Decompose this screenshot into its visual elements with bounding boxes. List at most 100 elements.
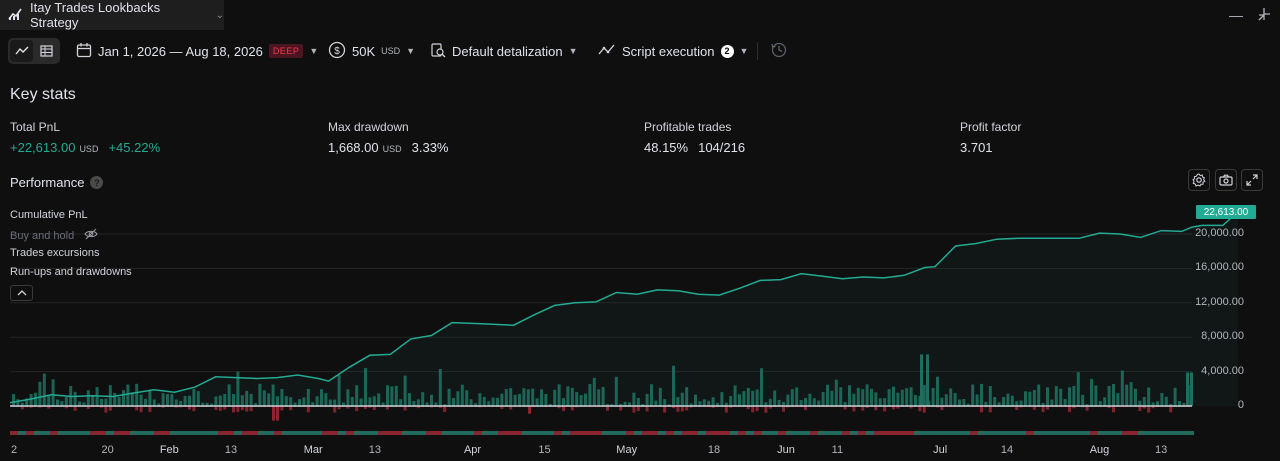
strategy-title-dropdown[interactable]: Itay Trades Lookbacks Strategy ⌄ <box>0 0 224 30</box>
trade-strip-segment <box>1002 431 1010 435</box>
excursion-bar-up <box>1072 385 1076 406</box>
replay-button[interactable] <box>770 40 788 62</box>
excursion-bar-up <box>205 402 209 406</box>
chevron-down-icon: ⌄ <box>215 9 224 21</box>
excursion-bar-up <box>614 376 618 406</box>
excursion-bar-up <box>522 388 526 406</box>
excursion-bar-up <box>482 397 486 406</box>
excursion-bar-down <box>306 406 310 413</box>
stat-profitable-trades: Profitable trades 48.15% 104/216 <box>644 120 745 155</box>
dollar-icon: $ <box>328 41 346 62</box>
trade-strip-segment <box>762 431 770 435</box>
excursion-bar-up <box>240 395 244 406</box>
excursion-bar-up <box>936 376 939 406</box>
trade-strip-segment <box>626 431 634 435</box>
trade-strip-segment <box>866 431 874 435</box>
excursion-bar-up <box>271 384 275 406</box>
excursion-bar-up <box>1037 384 1041 406</box>
excursion-bar-up <box>645 393 649 406</box>
excursion-bar-up <box>25 398 29 406</box>
excursion-bar-down <box>1041 406 1045 413</box>
excursion-bar-up <box>152 399 156 406</box>
excursion-bar-down <box>751 406 755 413</box>
excursion-bar-down <box>73 406 77 411</box>
excursion-bar-up <box>984 401 988 406</box>
minimize-button[interactable]: — <box>1224 0 1248 30</box>
excursion-bar-up <box>1147 387 1151 406</box>
excursion-bar-up <box>663 399 667 406</box>
fullscreen-button[interactable] <box>1241 169 1263 191</box>
trade-strip-segment <box>58 431 66 435</box>
excursion-bar-down <box>245 406 249 412</box>
performance-chart[interactable] <box>0 195 1280 450</box>
trade-strip-segment <box>146 431 154 435</box>
excursion-bar-up <box>412 401 416 406</box>
trade-strip-segment <box>82 431 90 435</box>
trade-strip-segment <box>194 431 202 435</box>
excursion-bar-down <box>232 406 235 413</box>
stat-percent: 3.33% <box>411 140 449 155</box>
script-execution-selector[interactable]: Script execution 2 ▼ <box>598 40 748 62</box>
excursion-bar-down <box>883 406 887 412</box>
trade-strip-segment <box>786 431 794 435</box>
trade-strip-segment <box>826 431 834 435</box>
excursion-bar-up <box>650 384 653 406</box>
legend-trades-excursions[interactable]: Trades excursions <box>10 247 100 259</box>
capital-unit: USD <box>381 46 401 56</box>
restore-button[interactable] <box>1252 0 1276 30</box>
trade-strip-segment <box>170 431 178 435</box>
date-range-picker[interactable]: Jan 1, 2026 — Aug 18, 2026 DEEP ▼ <box>76 40 318 62</box>
trade-strip-segment <box>954 431 962 435</box>
capital-value: 50K <box>352 43 376 59</box>
excursion-bar-down <box>47 406 51 409</box>
excursion-bar-up <box>34 392 37 406</box>
excursion-bar-up <box>716 402 719 406</box>
excursion-bar-up <box>940 397 944 406</box>
excursion-bar-up <box>971 384 975 406</box>
y-tick-label: 4,000.00 <box>1201 364 1244 377</box>
excursion-bar-down <box>724 406 728 413</box>
eye-off-icon[interactable] <box>84 228 98 243</box>
excursion-bar-up <box>82 402 86 406</box>
chart-settings-button[interactable] <box>1188 169 1210 191</box>
excursion-bar-down <box>249 406 253 412</box>
excursion-bar-up <box>892 386 895 406</box>
table-view-button[interactable] <box>35 40 58 62</box>
trade-strip-segment <box>362 431 370 435</box>
excursion-bar-up <box>311 402 315 406</box>
excursion-bar-up <box>597 389 601 406</box>
excursion-bar-down <box>1072 406 1076 409</box>
trade-strip-segment <box>330 431 338 435</box>
trade-strip-segment <box>850 431 858 435</box>
trade-strip-segment <box>714 431 722 435</box>
chart-view-button[interactable] <box>10 40 33 62</box>
excursion-bar-down <box>236 406 240 412</box>
screenshot-button[interactable] <box>1215 169 1237 191</box>
trade-strip-segment <box>338 431 346 435</box>
excursion-bar-down <box>676 406 680 412</box>
stat-unit: USD <box>382 144 402 154</box>
legend-buy-and-hold[interactable]: Buy and hold <box>10 228 98 243</box>
excursion-bar-up <box>425 402 429 406</box>
help-icon[interactable]: ? <box>90 176 104 189</box>
x-tick-label: 11 <box>831 444 844 456</box>
trade-strip-segment <box>682 431 690 435</box>
trade-strip-segment <box>178 431 186 435</box>
line-chart-icon <box>14 46 28 55</box>
trade-strip-segment <box>1178 431 1186 435</box>
excursion-bar-up <box>584 393 587 406</box>
x-tick-label: Aug <box>1089 444 1110 456</box>
collapse-legend-button[interactable] <box>10 285 33 301</box>
excursion-bar-up <box>135 383 139 406</box>
excursion-bar-down <box>214 406 218 411</box>
excursion-bar-up <box>293 402 297 406</box>
legend-cumulative-pnl[interactable]: Cumulative PnL <box>10 209 88 221</box>
excursion-bar-down <box>104 406 108 413</box>
excursion-bar-up <box>672 365 675 406</box>
excursion-bar-down <box>874 406 878 411</box>
detalization-selector[interactable]: Default detalization ▼ <box>430 40 578 62</box>
x-tick-label: 13 <box>224 444 238 456</box>
capital-selector[interactable]: $ 50K USD ▼ <box>328 40 415 62</box>
legend-runups-drawdowns[interactable]: Run-ups and drawdowns <box>10 266 132 278</box>
excursion-bar-down <box>562 406 565 412</box>
